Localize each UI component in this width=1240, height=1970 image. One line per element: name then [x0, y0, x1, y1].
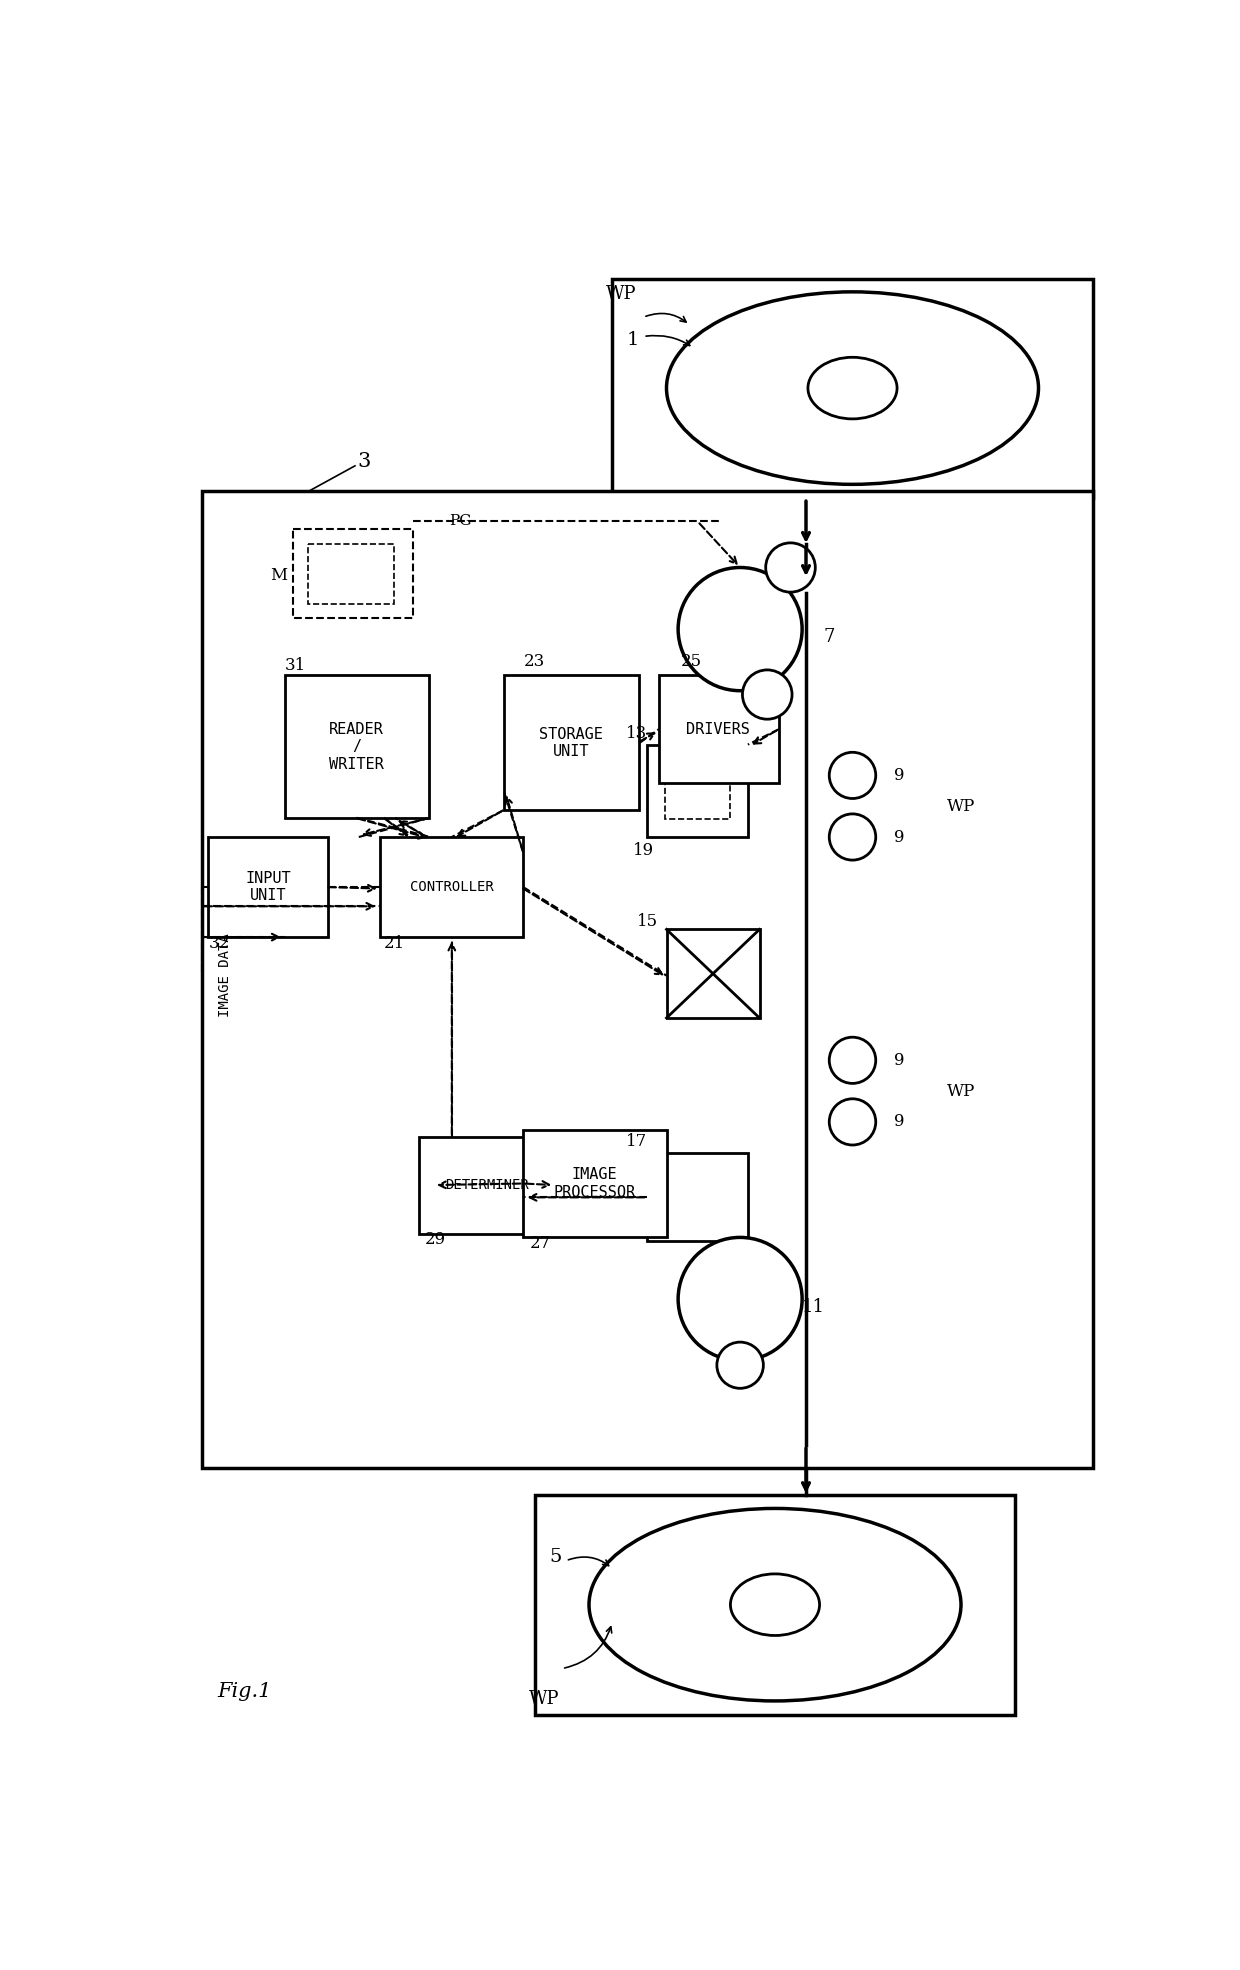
Text: WP: WP [947, 1084, 975, 1099]
Bar [379, 837, 523, 938]
Circle shape [717, 1342, 764, 1389]
Text: 9: 9 [894, 829, 904, 845]
Text: IMAGE
PROCESSOR: IMAGE PROCESSOR [553, 1168, 635, 1200]
Text: WP: WP [605, 286, 636, 303]
Bar [667, 930, 759, 1018]
Text: 23: 23 [525, 652, 546, 670]
Circle shape [765, 544, 816, 593]
Bar [201, 491, 1092, 1468]
Text: 11: 11 [802, 1298, 826, 1316]
Text: WP: WP [528, 1690, 559, 1708]
Bar [534, 1495, 1016, 1714]
Ellipse shape [589, 1509, 961, 1700]
Ellipse shape [808, 357, 897, 420]
Text: 13: 13 [626, 725, 647, 741]
Bar [309, 544, 394, 605]
Text: DRIVERS: DRIVERS [687, 721, 750, 737]
Text: 9: 9 [894, 1052, 904, 1070]
Bar [419, 1137, 554, 1233]
Bar [613, 278, 1092, 498]
Circle shape [830, 1036, 875, 1084]
Circle shape [830, 814, 875, 861]
Text: READER
/
WRITER: READER / WRITER [329, 723, 384, 772]
Text: 7: 7 [823, 628, 835, 646]
Text: 29: 29 [424, 1231, 446, 1249]
Bar [207, 837, 327, 938]
Text: 21: 21 [383, 934, 405, 952]
Text: DETERMINER: DETERMINER [445, 1178, 528, 1192]
Bar [285, 676, 429, 818]
Text: INPUT
UNIT: INPUT UNIT [246, 871, 291, 904]
Circle shape [678, 1237, 802, 1361]
Circle shape [678, 567, 802, 691]
Text: 9: 9 [894, 766, 904, 784]
Text: 17: 17 [626, 1133, 647, 1150]
Text: IMAGE DATA: IMAGE DATA [218, 934, 232, 1017]
Text: Fig.1: Fig.1 [217, 1682, 272, 1702]
Bar [503, 676, 640, 810]
Text: 32: 32 [210, 934, 231, 952]
Bar [647, 1152, 748, 1241]
Text: CONTROLLER: CONTROLLER [410, 881, 494, 894]
Text: 3: 3 [357, 451, 371, 471]
Text: 25: 25 [681, 652, 702, 670]
Circle shape [830, 753, 875, 798]
Bar [658, 676, 779, 784]
Text: M: M [270, 567, 288, 583]
Circle shape [743, 670, 792, 719]
Ellipse shape [667, 292, 1039, 485]
Text: 9: 9 [894, 1113, 904, 1131]
Circle shape [830, 1099, 875, 1145]
Text: 5: 5 [549, 1548, 562, 1566]
Text: 1: 1 [627, 331, 640, 349]
Bar [647, 745, 748, 837]
Text: 19: 19 [632, 843, 653, 859]
Bar [523, 1129, 667, 1237]
Text: 27: 27 [529, 1235, 551, 1253]
Text: WP: WP [947, 798, 975, 816]
Ellipse shape [730, 1574, 820, 1635]
Text: STORAGE
UNIT: STORAGE UNIT [539, 727, 603, 758]
Bar [665, 762, 730, 820]
Bar [293, 530, 413, 617]
Text: 31: 31 [285, 656, 306, 674]
Text: PG: PG [449, 514, 472, 528]
Text: 15: 15 [636, 914, 657, 930]
